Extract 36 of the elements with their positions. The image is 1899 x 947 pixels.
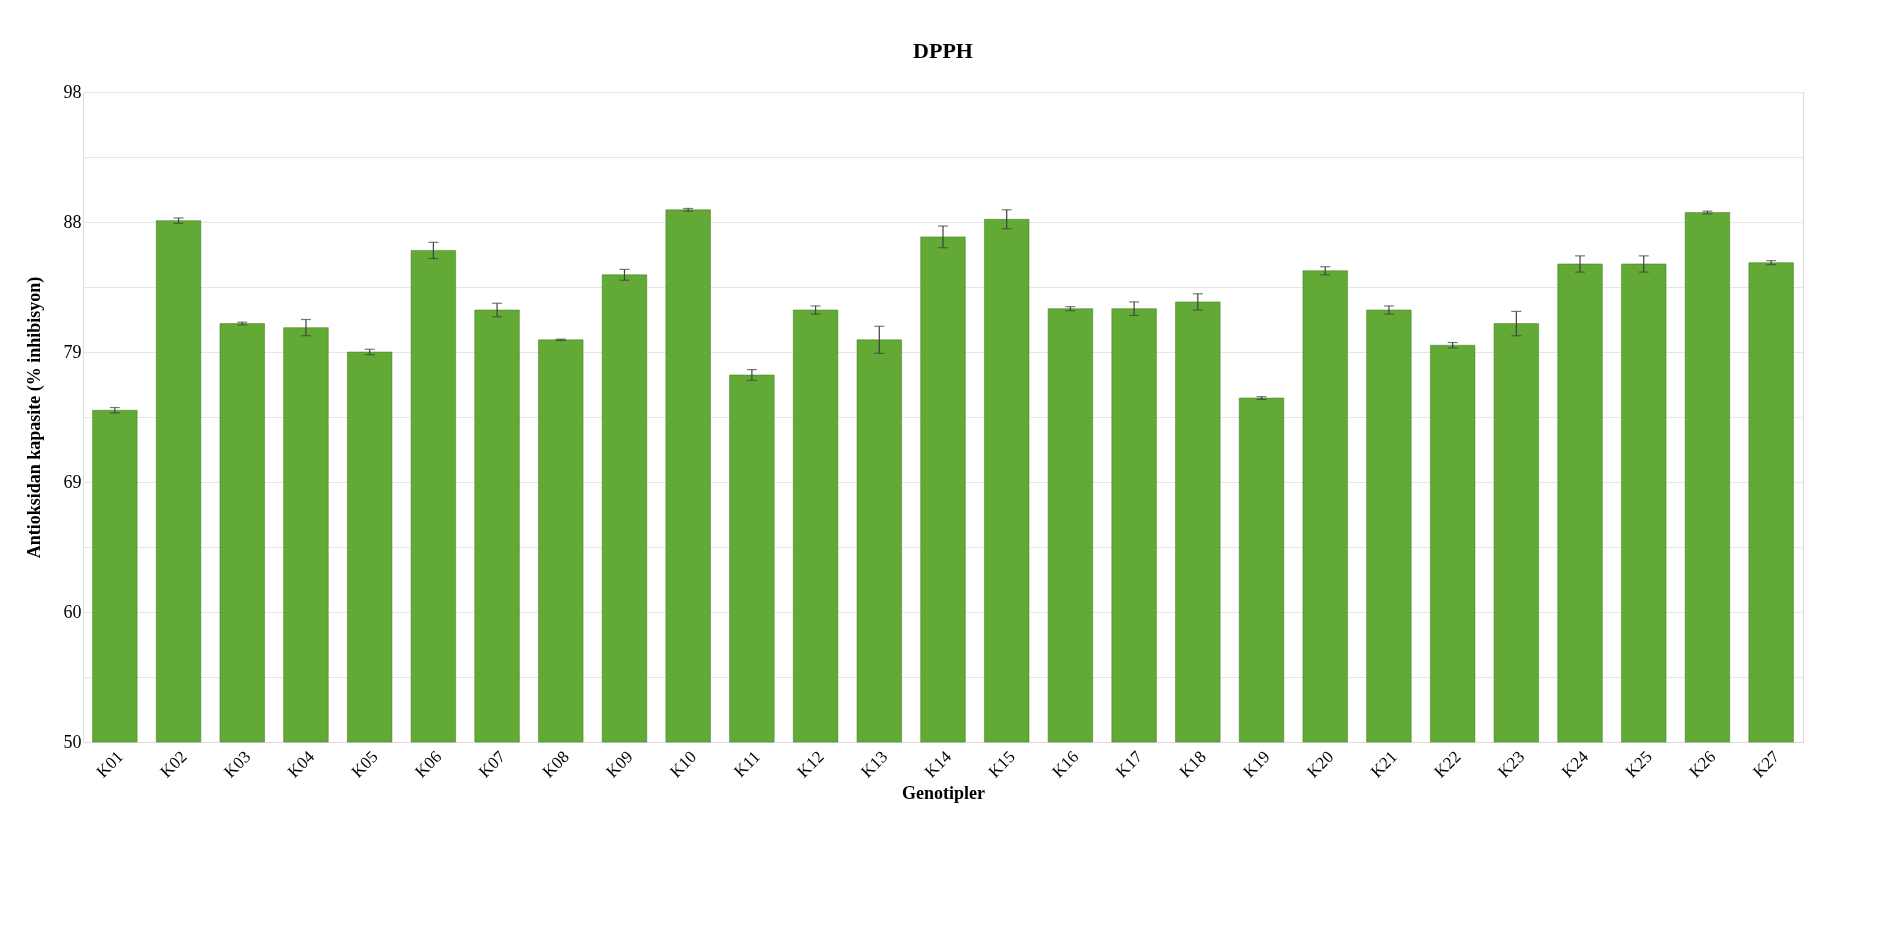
y-tick-label: 50 [63, 731, 82, 752]
x-tick-label: K08 [538, 747, 573, 782]
x-axis-title: Genotipler [902, 782, 985, 803]
x-tick-label: K23 [1494, 747, 1529, 782]
x-tick-label: K02 [156, 747, 191, 782]
chart-title: DPPH [913, 38, 973, 63]
x-tick-label: K10 [666, 747, 701, 782]
x-tick-label: K11 [730, 747, 764, 781]
y-tick-label: 79 [63, 341, 82, 362]
x-tick-label: K19 [1239, 747, 1274, 782]
x-tick-label: K25 [1621, 747, 1656, 782]
x-tick-label: K01 [92, 747, 127, 782]
x-tick-label: K14 [920, 746, 956, 782]
x-tick-label: K07 [474, 746, 510, 782]
x-tick-label: K09 [602, 747, 637, 782]
y-tick-label: 60 [63, 601, 82, 622]
x-tick-label: K05 [347, 747, 382, 782]
x-tick-label: K17 [1111, 746, 1147, 782]
x-tick-label: K15 [984, 747, 1019, 782]
x-tick-label: K26 [1685, 747, 1720, 782]
x-tick-label: K24 [1557, 746, 1593, 782]
y-tick-label: 98 [63, 81, 82, 102]
x-tick-label: K22 [1430, 747, 1465, 782]
x-tick-label: K16 [1048, 747, 1083, 782]
x-tick-label: K12 [793, 747, 828, 782]
x-tick-label: K03 [220, 747, 255, 782]
x-tick-label: K06 [411, 747, 446, 782]
x-tick-label: K13 [857, 747, 892, 782]
y-tick-label: 88 [63, 211, 82, 232]
x-tick-label: K27 [1749, 746, 1784, 782]
y-tick-label: 69 [63, 471, 82, 492]
x-tick-label: K21 [1366, 747, 1401, 782]
x-tick-label: K04 [283, 746, 319, 782]
x-tick-label: K20 [1303, 747, 1338, 782]
y-axis-title: Antioksidan kapasite (% inhibisyon) [23, 276, 45, 559]
x-tick-label: K18 [1175, 747, 1210, 782]
